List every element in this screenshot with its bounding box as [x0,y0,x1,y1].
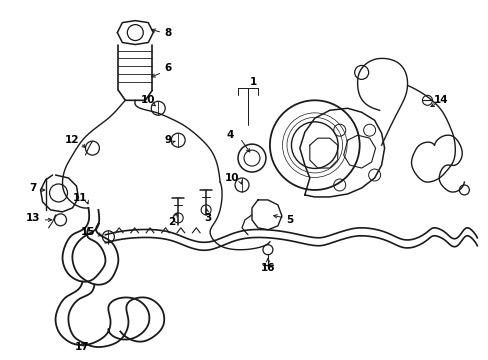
Text: 4: 4 [226,130,233,140]
Text: 12: 12 [65,135,80,145]
Text: 2: 2 [168,217,176,227]
Text: 16: 16 [260,263,275,273]
Text: 17: 17 [75,342,90,352]
Text: 6: 6 [164,63,171,73]
Text: 14: 14 [433,95,448,105]
Text: 9: 9 [164,135,171,145]
Text: 13: 13 [25,213,40,223]
Text: 3: 3 [204,213,211,223]
Text: 5: 5 [285,215,293,225]
Text: 10: 10 [224,173,239,183]
Text: 11: 11 [73,193,87,203]
Text: 7: 7 [29,183,36,193]
Text: 10: 10 [141,95,155,105]
Text: 15: 15 [81,227,96,237]
Text: 1: 1 [249,77,256,87]
Text: 8: 8 [164,28,171,37]
